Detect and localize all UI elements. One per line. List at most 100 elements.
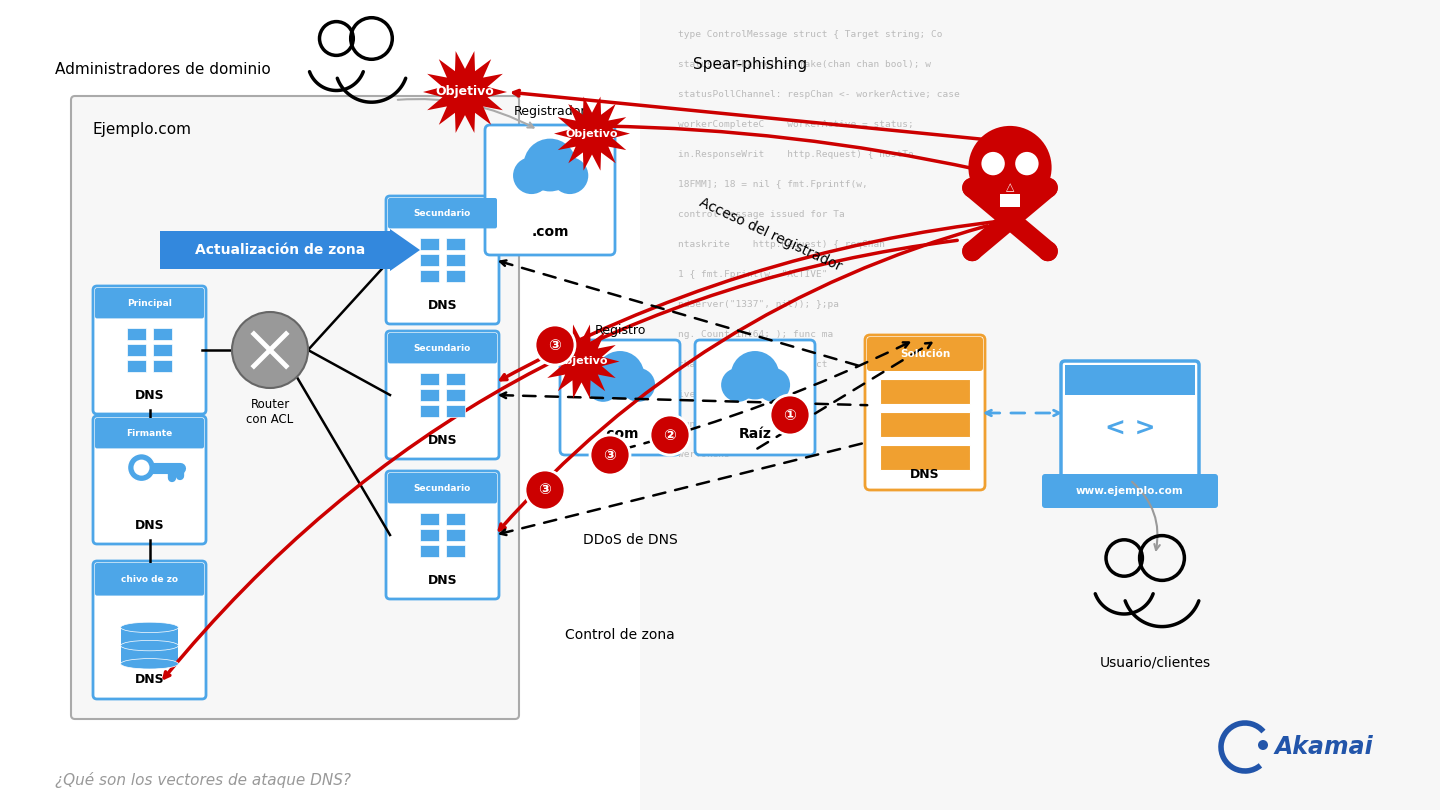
FancyBboxPatch shape [95, 418, 204, 449]
Text: DNS: DNS [135, 389, 164, 402]
Circle shape [526, 470, 564, 510]
Circle shape [596, 351, 644, 399]
Text: ndServer("1337", nil)); };pa: ndServer("1337", nil)); };pa [655, 300, 840, 309]
Text: ①: ① [783, 407, 796, 423]
Bar [446, 373, 465, 385]
Bar [127, 360, 147, 372]
Bar [446, 237, 465, 249]
Text: Secundario: Secundario [413, 209, 471, 218]
Bar [420, 270, 439, 282]
Bar [1066, 365, 1195, 395]
Text: Secundario: Secundario [413, 343, 471, 352]
Text: in.ResponseWrit    http.Request) { hostTo: in.ResponseWrit http.Request) { hostTo [655, 150, 914, 159]
Circle shape [770, 395, 809, 435]
FancyBboxPatch shape [94, 286, 206, 414]
Text: chivo de zo: chivo de zo [121, 575, 179, 584]
Text: DNS: DNS [428, 299, 458, 312]
Text: Registrador: Registrador [514, 105, 586, 118]
Circle shape [649, 415, 690, 455]
Circle shape [1038, 177, 1058, 198]
Bar [153, 343, 171, 356]
Circle shape [621, 368, 655, 402]
Circle shape [756, 368, 791, 402]
Text: Ejemplo.com: Ejemplo.com [94, 122, 192, 137]
FancyBboxPatch shape [71, 96, 518, 719]
Bar [999, 194, 1021, 207]
Text: Objetivo: Objetivo [436, 86, 494, 99]
Circle shape [968, 126, 1051, 209]
Text: Secundario: Secundario [413, 484, 471, 492]
Bar [420, 237, 439, 249]
Text: Akamai: Akamai [1274, 735, 1374, 759]
Circle shape [1259, 740, 1269, 750]
FancyBboxPatch shape [1061, 361, 1200, 484]
Text: ng. Count int64; ); func ma: ng. Count int64; ); func ma [655, 330, 834, 339]
Text: Raíz: Raíz [739, 427, 772, 441]
Circle shape [586, 368, 621, 402]
Text: func admini: func admini [655, 420, 742, 429]
FancyBboxPatch shape [387, 198, 497, 228]
Text: ive; case msg :=: ive; case msg := [655, 390, 770, 399]
Text: statusPollChannel := make(chan chan bool); w: statusPollChannel := make(chan chan bool… [655, 60, 932, 69]
Text: 1 { fmt.Fprint(w, "ACTIVE": 1 { fmt.Fprint(w, "ACTIVE" [655, 270, 828, 279]
Text: DNS: DNS [135, 519, 164, 532]
Circle shape [962, 241, 982, 262]
FancyBboxPatch shape [1043, 474, 1218, 508]
Text: ntaskrite    http.Request) { reqChan: ntaskrite http.Request) { reqChan [655, 240, 886, 249]
FancyBboxPatch shape [95, 288, 204, 318]
Bar [723, 380, 786, 392]
Text: chan chan bool); workerAct: chan chan bool); workerAct [655, 360, 828, 369]
Circle shape [536, 325, 575, 365]
Text: con ACL: con ACL [246, 413, 294, 426]
Bar [446, 254, 465, 266]
Circle shape [1038, 241, 1058, 262]
Bar [446, 545, 465, 557]
Text: Firmante: Firmante [127, 428, 173, 437]
Bar [446, 270, 465, 282]
Polygon shape [543, 325, 619, 399]
Circle shape [962, 177, 982, 198]
Polygon shape [423, 51, 507, 133]
Circle shape [590, 435, 631, 475]
Bar [446, 513, 465, 525]
Bar [880, 412, 971, 437]
Bar [589, 380, 651, 392]
Text: .com: .com [602, 427, 639, 441]
Bar [446, 529, 465, 541]
Text: Administradores de dominio: Administradores de dominio [55, 62, 271, 78]
Bar [127, 343, 147, 356]
FancyBboxPatch shape [386, 331, 500, 459]
Ellipse shape [121, 622, 179, 633]
Text: statusPollChannel: respChan <- workerActive; case: statusPollChannel: respChan <- workerAct… [655, 90, 959, 99]
Ellipse shape [121, 659, 179, 669]
Text: ②: ② [664, 428, 677, 442]
Circle shape [552, 157, 589, 194]
FancyBboxPatch shape [485, 125, 615, 255]
Text: ③: ③ [549, 338, 562, 352]
Text: Solución: Solución [900, 349, 950, 359]
Bar [127, 327, 147, 339]
Text: △: △ [1005, 182, 1014, 192]
Text: DNS: DNS [135, 673, 164, 686]
FancyBboxPatch shape [94, 416, 206, 544]
Circle shape [1015, 152, 1038, 175]
Text: Acceso del registrador: Acceso del registrador [697, 196, 844, 275]
Text: Objetivo: Objetivo [556, 356, 608, 366]
Circle shape [721, 368, 755, 402]
Bar [880, 445, 971, 470]
Circle shape [524, 139, 576, 191]
Text: DNS: DNS [428, 574, 458, 587]
Text: ¿Qué son los vectores de ataque DNS?: ¿Qué son los vectores de ataque DNS? [55, 772, 351, 788]
Text: workerCompleteC    workerActive = status;: workerCompleteC workerActive = status; [655, 120, 914, 129]
Bar [153, 327, 171, 339]
FancyBboxPatch shape [386, 471, 500, 599]
Text: Objetivo: Objetivo [566, 129, 618, 139]
Text: Principal: Principal [127, 299, 171, 308]
Text: DNS: DNS [910, 468, 940, 481]
Circle shape [232, 312, 308, 388]
FancyBboxPatch shape [865, 335, 985, 490]
Text: control message issued for Ta: control message issued for Ta [655, 210, 845, 219]
Text: www.ejemplo.com: www.ejemplo.com [1076, 486, 1184, 496]
Text: ③: ③ [603, 447, 616, 463]
Text: DNS: DNS [428, 434, 458, 447]
